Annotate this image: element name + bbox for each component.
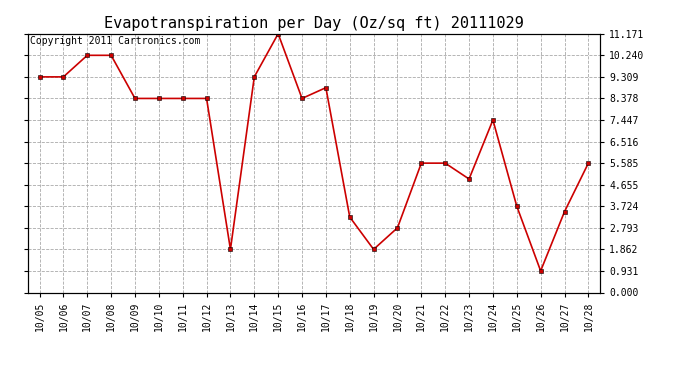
Title: Evapotranspiration per Day (Oz/sq ft) 20111029: Evapotranspiration per Day (Oz/sq ft) 20…	[104, 16, 524, 31]
Text: Copyright 2011 Cartronics.com: Copyright 2011 Cartronics.com	[30, 36, 201, 46]
